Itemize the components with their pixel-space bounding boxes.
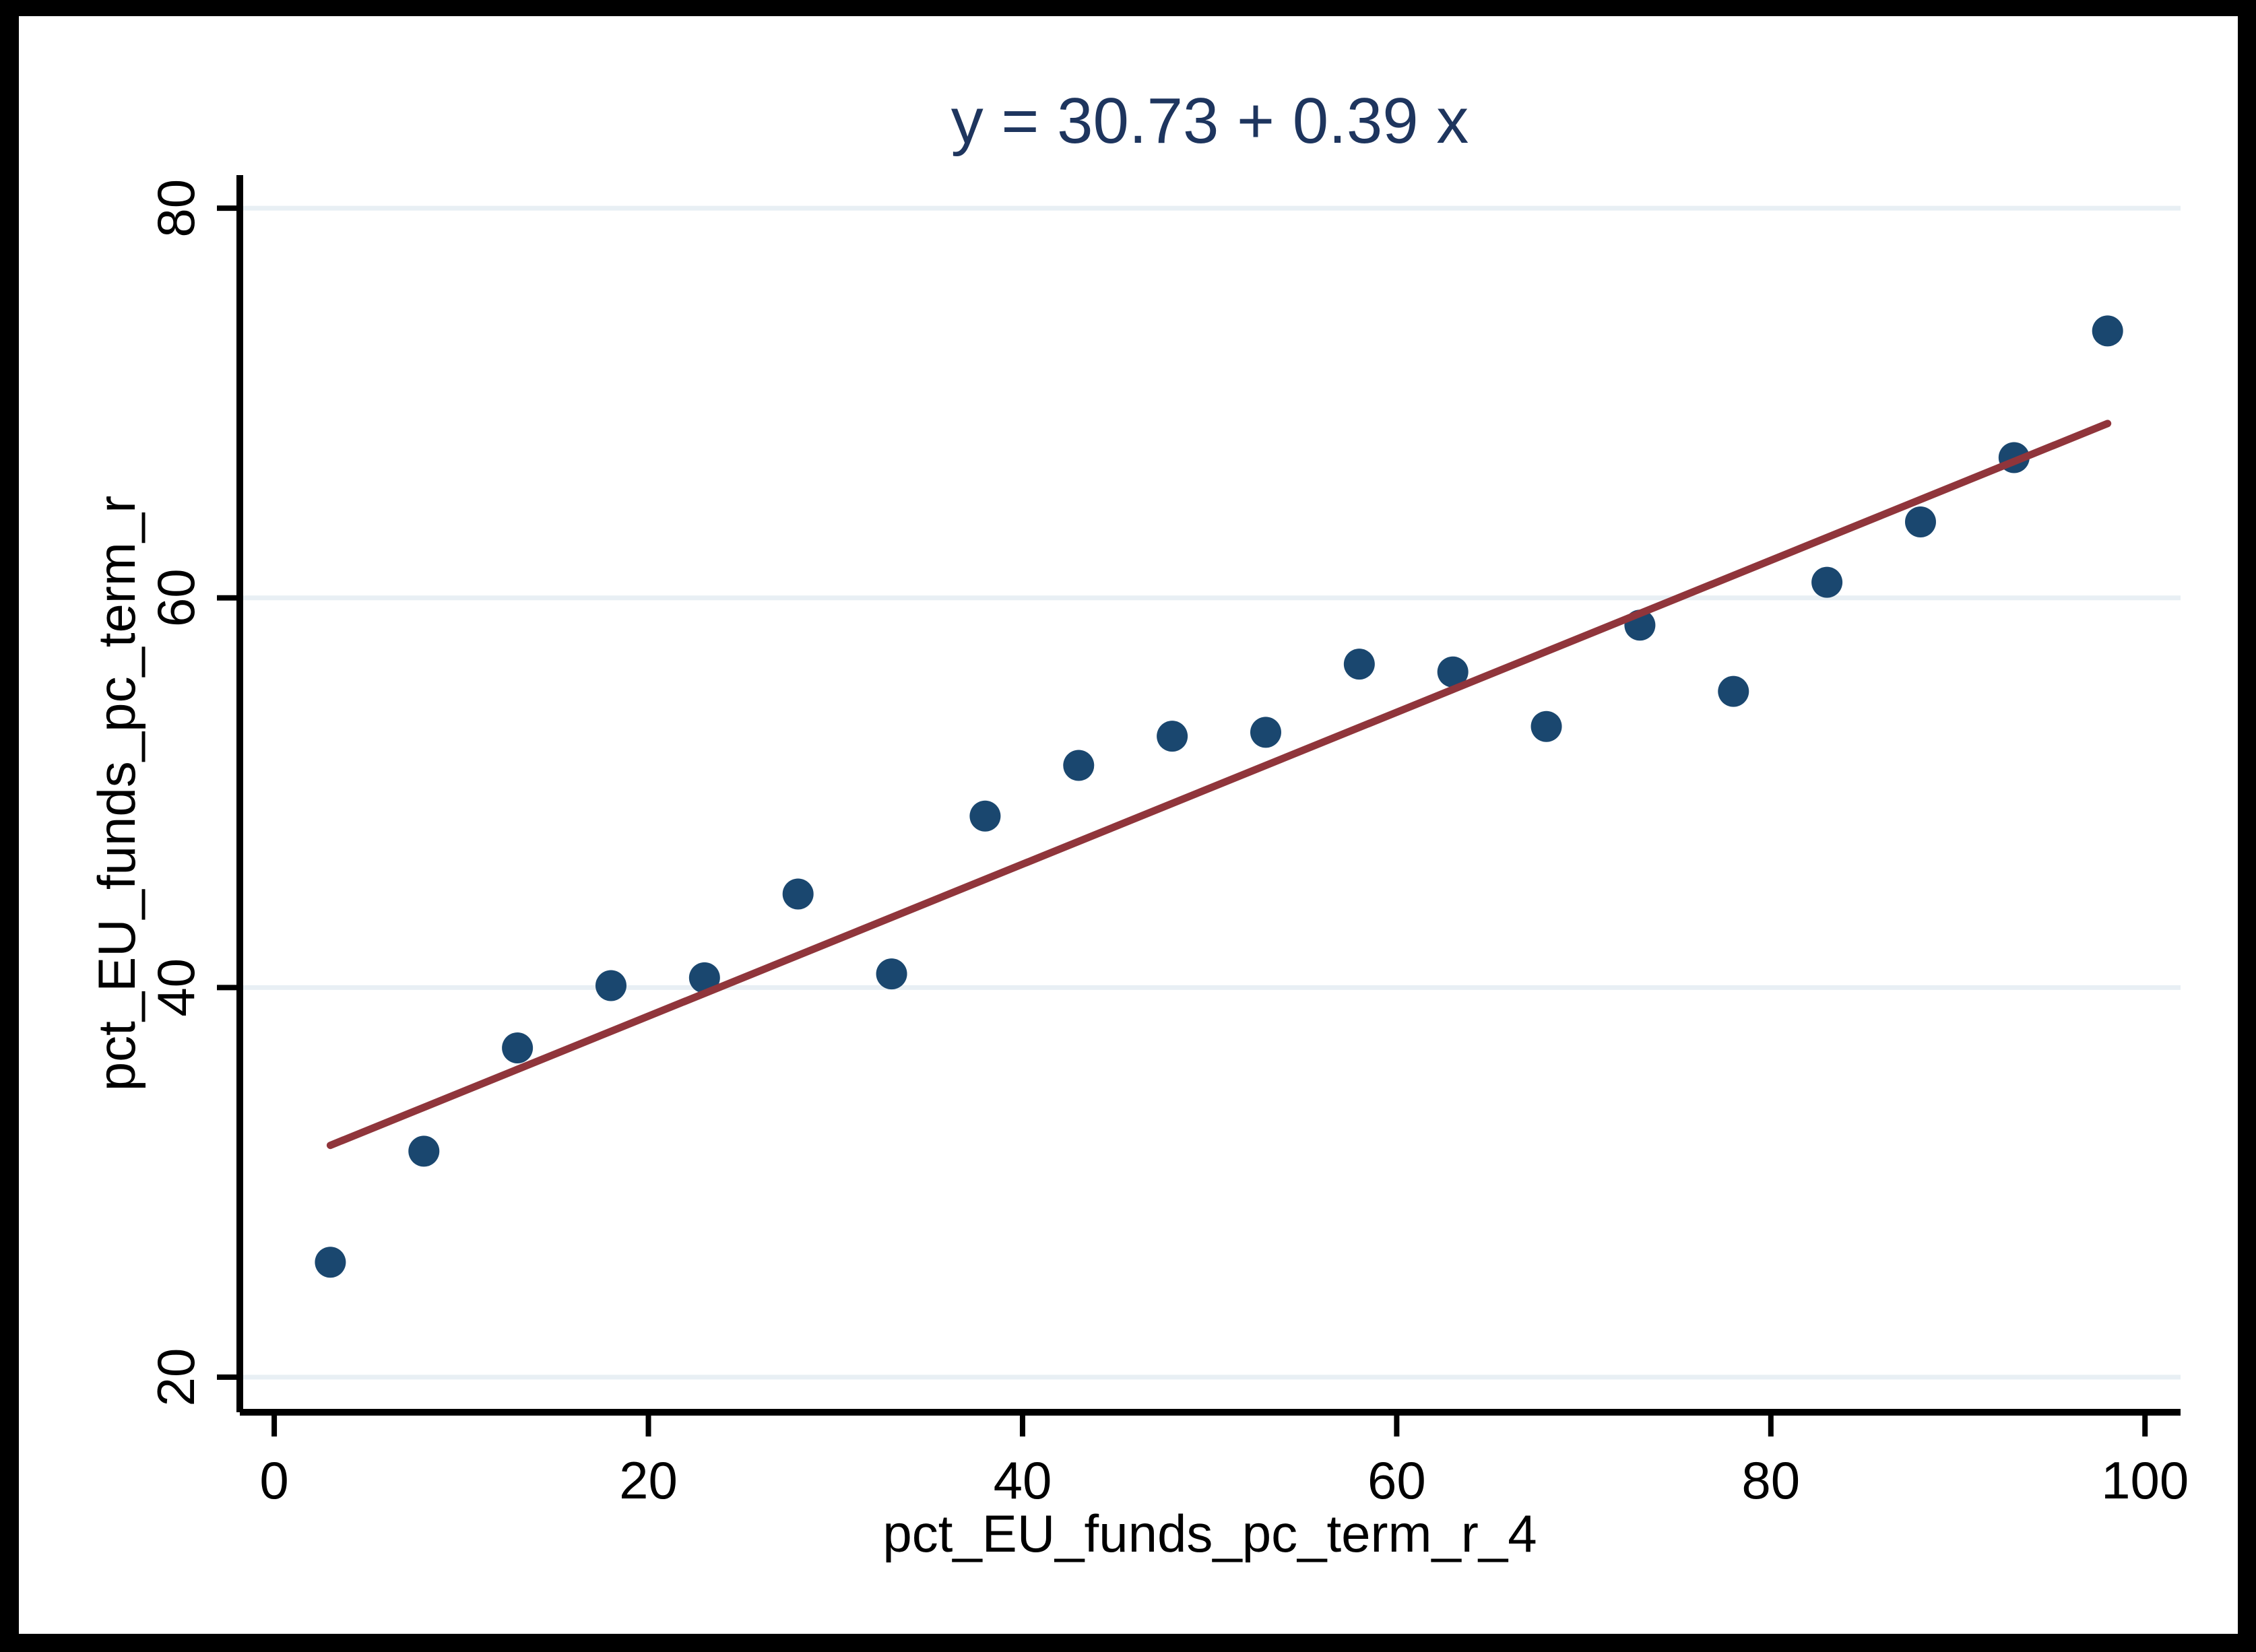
data-point-63 (1437, 656, 1469, 688)
y-tick-label-60: 60 (146, 568, 205, 627)
scatter-points (315, 315, 2123, 1278)
data-point-28 (782, 878, 814, 910)
y-axis-ticks: 20 40 60 80 (146, 179, 240, 1407)
data-point-78 (1718, 675, 1749, 707)
gridlines (240, 205, 2181, 1380)
x-tick-label-40: 40 (994, 1451, 1052, 1510)
x-tick-label-0: 0 (259, 1451, 288, 1510)
data-point-83 (1811, 566, 1843, 598)
y-tick-label-20: 20 (146, 1348, 205, 1407)
data-point-88 (1904, 506, 1936, 537)
data-point-23 (688, 962, 720, 993)
data-point-53 (1250, 717, 1281, 748)
data-point-8 (408, 1135, 440, 1167)
data-point-38 (969, 800, 1001, 832)
y-axis-label: pct_EU_funds_pc_term_r (87, 496, 146, 1091)
y-tick-label-80: 80 (146, 179, 205, 238)
x-tick-label-80: 80 (1741, 1451, 1800, 1510)
axes (236, 175, 2181, 1416)
x-axis-ticks: 0 20 40 60 80 100 (259, 1412, 2189, 1510)
x-tick-label-60: 60 (1367, 1451, 1426, 1510)
data-point-33 (876, 958, 907, 990)
regression-line (326, 420, 2112, 1150)
data-point-48 (1157, 721, 1188, 752)
chart-title: y = 30.73 + 0.39 x (951, 85, 1469, 157)
data-point-98 (2092, 315, 2123, 347)
x-axis-label: pct_EU_funds_pc_term_r_4 (882, 1504, 1537, 1563)
data-point-18 (595, 970, 626, 1001)
data-point-43 (1063, 750, 1095, 781)
x-tick-label-20: 20 (619, 1451, 678, 1510)
x-tick-label-100: 100 (2101, 1451, 2189, 1510)
data-point-3 (315, 1247, 346, 1278)
data-point-13 (502, 1032, 534, 1064)
data-point-68 (1530, 711, 1562, 742)
y-tick-label-40: 40 (146, 958, 205, 1017)
data-point-58 (1343, 649, 1375, 680)
